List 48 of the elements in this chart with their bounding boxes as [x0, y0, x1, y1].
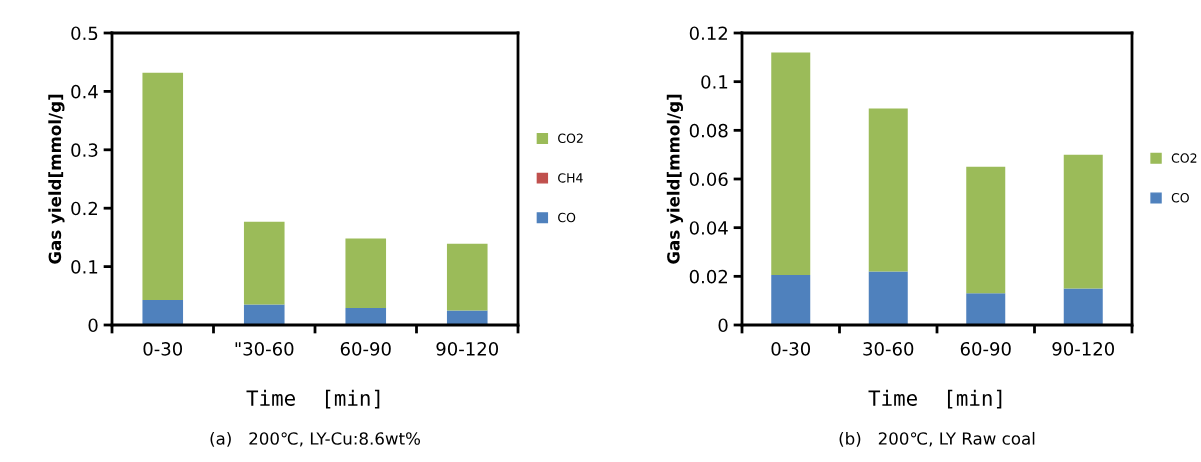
bar: [1063, 154, 1103, 289]
bar: [446, 310, 488, 325]
x-tick-label: 60-90: [960, 341, 1011, 356]
y-axis-title: Gas yield[mmol/g]: [48, 94, 65, 264]
x-axis-title: Time [min]: [868, 389, 1002, 409]
legend-label: CO2: [558, 133, 583, 144]
x-tick-label: 0-30: [771, 341, 811, 356]
y-tick-label: 0.3: [71, 143, 98, 157]
bar: [142, 299, 184, 325]
y-tick-label: 0: [88, 318, 98, 333]
y-tick-label: 0.12: [689, 26, 727, 41]
y-tick-label: 0: [718, 318, 728, 333]
x-tick-label: 90-120: [1052, 341, 1115, 356]
y-tick-label: 0.4: [71, 84, 98, 99]
bar: [243, 304, 285, 325]
bar: [345, 308, 387, 325]
bar: [966, 166, 1006, 294]
legend-label: CO: [1171, 192, 1189, 203]
y-tick-label: 0.02: [689, 269, 727, 284]
bar: [966, 293, 1006, 325]
y-tick-label: 0.1: [701, 75, 728, 89]
legend-label: CO: [558, 212, 576, 223]
bar: [345, 238, 387, 309]
x-tick-label: 60-90: [340, 341, 391, 356]
x-tick-label: 90-120: [436, 341, 499, 356]
x-tick-label: "30-60: [235, 341, 294, 356]
y-tick-label: 0.08: [689, 123, 728, 138]
legend-label: CO2: [1171, 153, 1197, 163]
y-axis-title: Gas yield[mmol/g]: [666, 94, 684, 264]
bar: [771, 275, 811, 325]
y-tick-label: 0.04: [689, 221, 728, 235]
bar: [868, 271, 908, 325]
bar: [771, 52, 811, 276]
legend-label: CH4: [558, 173, 583, 183]
y-tick-label: 0.5: [71, 26, 98, 41]
bar: [1063, 288, 1103, 325]
bar: [868, 108, 908, 272]
y-tick-label: 0.2: [71, 201, 97, 216]
x-axis-title: Time [min]: [246, 389, 380, 409]
y-tick-label: 0.06: [689, 172, 728, 187]
text: (b) 200℃, LY Raw coal: [839, 431, 1035, 447]
x-tick-label: 0-30: [143, 341, 183, 356]
bar: [243, 221, 285, 305]
y-tick-label: 0.1: [71, 260, 98, 274]
bar: [142, 72, 184, 300]
text: (a) 200℃, LY-Cu:8.6wt%: [210, 431, 421, 447]
x-tick-label: 30-60: [863, 341, 914, 356]
bar: [446, 243, 488, 311]
